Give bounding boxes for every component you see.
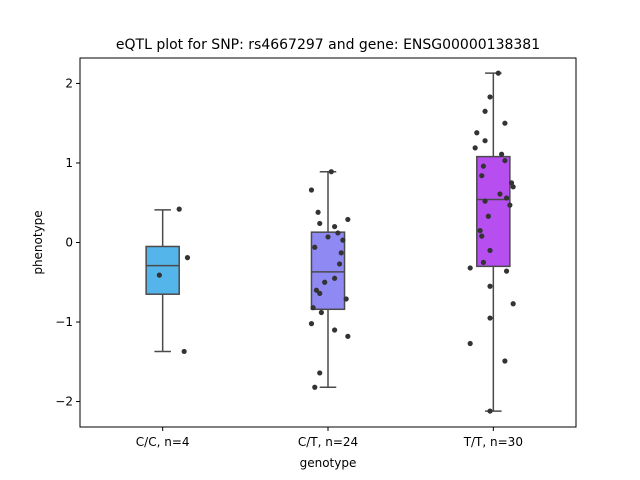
data-point xyxy=(482,108,488,114)
data-point xyxy=(318,309,324,316)
data-point xyxy=(474,130,480,136)
data-point xyxy=(345,216,351,223)
x-tick-label: C/T, n=24 xyxy=(298,435,358,449)
data-point xyxy=(480,163,487,169)
data-point xyxy=(315,209,321,215)
plot-area: −2 −1 0 1 2 C/C, n=4 C/T, n=24 T/T, n=30 xyxy=(55,70,523,449)
data-point xyxy=(184,255,191,261)
data-point xyxy=(472,145,478,151)
x-axis-label: genotype xyxy=(300,456,357,470)
data-point xyxy=(181,348,187,355)
data-point xyxy=(502,358,508,364)
data-point xyxy=(308,187,315,193)
data-point xyxy=(156,272,162,278)
data-point xyxy=(487,94,493,100)
data-point xyxy=(480,259,487,265)
y-tick-label: −2 xyxy=(55,395,73,409)
data-point xyxy=(335,230,341,236)
data-point xyxy=(477,227,483,234)
box-iqr xyxy=(145,245,180,295)
box-iqr xyxy=(476,155,511,268)
data-point xyxy=(482,138,488,144)
data-point xyxy=(176,206,182,212)
data-point xyxy=(308,321,315,327)
data-point xyxy=(497,191,503,197)
data-point xyxy=(332,223,338,230)
data-point xyxy=(508,180,515,186)
data-point xyxy=(485,213,491,219)
y-tick-label: 2 xyxy=(65,76,73,90)
data-point xyxy=(499,151,505,157)
data-point xyxy=(310,305,316,311)
data-point xyxy=(482,198,488,204)
data-point xyxy=(467,340,473,347)
data-point xyxy=(336,261,343,267)
x-tick-label: C/C, n=4 xyxy=(136,435,190,449)
data-point xyxy=(487,247,493,254)
y-tick-label: 1 xyxy=(65,156,73,170)
data-point xyxy=(343,296,349,302)
data-point xyxy=(503,268,510,274)
data-point xyxy=(328,169,334,175)
plot-frame xyxy=(79,57,577,428)
x-tick-label: T/T, n=30 xyxy=(463,435,523,449)
data-point xyxy=(510,184,516,190)
data-point xyxy=(487,315,493,321)
data-point xyxy=(479,233,485,239)
data-point xyxy=(487,283,493,289)
data-point xyxy=(510,301,516,307)
data-point xyxy=(312,384,318,390)
y-tick-label: −1 xyxy=(55,315,73,329)
data-point xyxy=(317,220,323,227)
data-point xyxy=(495,70,501,76)
data-point xyxy=(312,244,318,250)
data-point xyxy=(503,195,510,201)
data-point xyxy=(317,290,323,296)
data-point xyxy=(502,120,508,126)
data-point xyxy=(487,408,493,414)
data-point xyxy=(507,202,513,208)
box-iqr xyxy=(310,231,346,311)
data-point xyxy=(322,279,328,285)
data-point xyxy=(338,250,344,256)
data-point xyxy=(317,370,323,376)
data-point xyxy=(502,157,508,164)
data-point xyxy=(325,234,331,240)
data-point xyxy=(340,237,346,243)
data-point xyxy=(479,173,485,179)
data-point xyxy=(467,265,473,271)
data-point xyxy=(313,287,320,293)
y-axis-label: phenotype xyxy=(31,210,45,274)
chart-title: eQTL plot for SNP: rs4667297 and gene: E… xyxy=(116,37,540,53)
data-point xyxy=(332,275,338,281)
data-point xyxy=(332,327,338,333)
data-point xyxy=(345,333,351,339)
y-tick-label: 0 xyxy=(65,236,73,250)
